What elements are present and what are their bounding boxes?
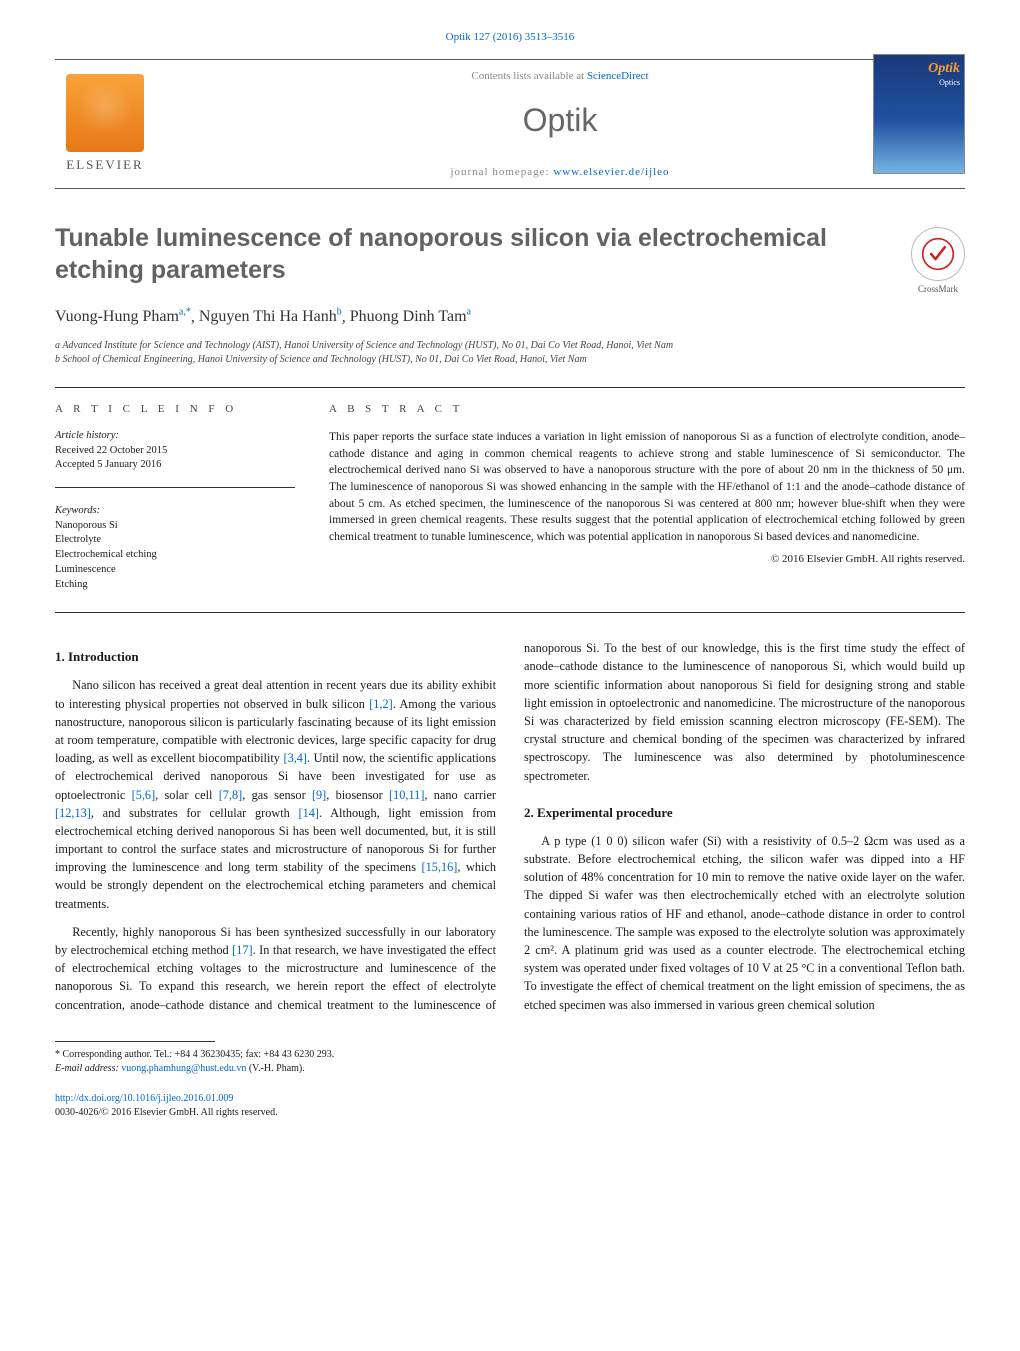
banner-center: Contents lists available at ScienceDirec… — [155, 69, 965, 181]
doi-block: http://dx.doi.org/10.1016/j.ijleo.2016.0… — [55, 1092, 965, 1120]
avail-prefix: Contents lists available at — [471, 70, 586, 82]
sciencedirect-banner: ELSEVIER Contents lists available at Sci… — [55, 59, 965, 189]
issn-copyright: 0030-4026/© 2016 Elsevier GmbH. All righ… — [55, 1106, 965, 1120]
keyword: Electrolyte — [55, 533, 295, 548]
running-header: Optik 127 (2016) 3513–3516 — [55, 30, 965, 45]
sciencedirect-link[interactable]: ScienceDirect — [587, 70, 649, 82]
keywords-list: Nanoporous Si Electrolyte Electrochemica… — [55, 519, 295, 592]
doi-link[interactable]: http://dx.doi.org/10.1016/j.ijleo.2016.0… — [55, 1093, 233, 1104]
abstract-block: a b s t r a c t This paper reports the s… — [329, 402, 965, 593]
journal-homepage-line: journal homepage: www.elsevier.de/ijleo — [155, 165, 965, 180]
affiliations: a Advanced Institute for Science and Tec… — [55, 339, 965, 367]
elsevier-logo[interactable]: ELSEVIER — [55, 74, 155, 174]
txt: , solar cell — [155, 788, 219, 802]
keyword: Nanoporous Si — [55, 519, 295, 534]
author-name: Phuong Dinh Tam — [350, 308, 467, 325]
contents-available-line: Contents lists available at ScienceDirec… — [155, 69, 965, 84]
article-info-heading: a r t i c l e i n f o — [55, 402, 295, 417]
email-label: E-mail address: — [55, 1063, 121, 1074]
txt: , gas sensor — [242, 788, 312, 802]
intro-para-1: Nano silicon has received a great deal a… — [55, 676, 496, 912]
journal-homepage-link[interactable]: www.elsevier.de/ijleo — [553, 166, 669, 178]
citation-link[interactable]: [15,16] — [422, 860, 458, 874]
txt: , nano carrier — [424, 788, 496, 802]
citation-link[interactable]: [1,2] — [369, 697, 393, 711]
history-accepted: Accepted 5 January 2016 — [55, 458, 295, 473]
keyword: Etching — [55, 578, 295, 593]
author[interactable]: Phuong Dinh Tama — [350, 308, 471, 325]
section-heading-experimental: 2. Experimental procedure — [524, 803, 965, 822]
footnote-email-line: E-mail address: vuong.phamhung@hust.edu.… — [55, 1062, 965, 1076]
author-list: Vuong-Hung Phama,*, Nguyen Thi Ha Hanhb,… — [55, 306, 965, 329]
author-aff: b — [337, 307, 342, 318]
abstract-copyright: © 2016 Elsevier GmbH. All rights reserve… — [329, 552, 965, 567]
abstract-body: This paper reports the surface state ind… — [329, 429, 965, 546]
article-body: 1. Introduction Nano silicon has receive… — [55, 639, 965, 1019]
author-name: Vuong-Hung Pham — [55, 308, 179, 325]
citation-link[interactable]: [17] — [232, 943, 253, 957]
crossmark-icon — [921, 237, 955, 271]
article-title: Tunable luminescence of nanoporous silic… — [55, 223, 845, 286]
txt: , and substrates for cellular growth — [91, 806, 299, 820]
affiliation: b School of Chemical Engineering, Hanoi … — [55, 353, 965, 367]
citation-link[interactable]: [7,8] — [219, 788, 243, 802]
section-heading-intro: 1. Introduction — [55, 647, 496, 666]
abstract-heading: a b s t r a c t — [329, 402, 965, 417]
journal-name-large: Optik — [155, 98, 965, 143]
corresponding-author-footnote: * Corresponding author. Tel.: +84 4 3623… — [55, 1048, 965, 1076]
experimental-para-1: A p type (1 0 0) silicon wafer (Si) with… — [524, 832, 965, 1014]
info-abstract-row: a r t i c l e i n f o Article history: R… — [55, 402, 965, 593]
info-mini-rule — [55, 487, 295, 488]
citation-link[interactable]: [3,4] — [283, 751, 307, 765]
keyword: Luminescence — [55, 563, 295, 578]
home-prefix: journal homepage: — [450, 166, 553, 178]
citation-link[interactable]: [9] — [312, 788, 326, 802]
journal-cover-thumbnail[interactable]: Optik Optics — [873, 54, 965, 174]
footnote-rule — [55, 1041, 215, 1042]
cover-title: Optik — [928, 59, 960, 79]
rule-bottom — [55, 612, 965, 613]
txt: , biosensor — [326, 788, 389, 802]
running-header-issue: 127 (2016) 3513–3516 — [473, 31, 574, 43]
history-received: Received 22 October 2015 — [55, 444, 295, 459]
email-tail: (V.-H. Pham). — [246, 1063, 304, 1074]
keyword: Electrochemical etching — [55, 548, 295, 563]
keywords-heading: Keywords: — [55, 504, 295, 519]
elsevier-tree-icon — [66, 74, 144, 152]
running-header-journal[interactable]: Optik — [446, 31, 471, 43]
history-heading: Article history: — [55, 429, 295, 444]
affiliation: a Advanced Institute for Science and Tec… — [55, 339, 965, 353]
crossmark-label: CrossMark — [911, 283, 965, 296]
author[interactable]: Vuong-Hung Phama,* — [55, 308, 191, 325]
cover-subtitle: Optics — [939, 77, 960, 88]
author-corr-mark: * — [186, 307, 191, 318]
author-name: Nguyen Thi Ha Hanh — [199, 308, 337, 325]
citation-link[interactable]: [14] — [299, 806, 320, 820]
elsevier-wordmark: ELSEVIER — [66, 156, 143, 174]
corresponding-email-link[interactable]: vuong.phamhung@hust.edu.vn — [121, 1063, 246, 1074]
author[interactable]: Nguyen Thi Ha Hanhb — [199, 308, 342, 325]
citation-link[interactable]: [10,11] — [389, 788, 424, 802]
footnote-corr: * Corresponding author. Tel.: +84 4 3623… — [55, 1048, 965, 1062]
article-info-block: a r t i c l e i n f o Article history: R… — [55, 402, 295, 593]
citation-link[interactable]: [12,13] — [55, 806, 91, 820]
crossmark-badge[interactable] — [911, 227, 965, 281]
author-aff: a — [467, 307, 471, 318]
author-aff: a, — [179, 307, 186, 318]
citation-link[interactable]: [5,6] — [132, 788, 156, 802]
title-block: Tunable luminescence of nanoporous silic… — [55, 223, 965, 366]
rule-top — [55, 387, 965, 388]
